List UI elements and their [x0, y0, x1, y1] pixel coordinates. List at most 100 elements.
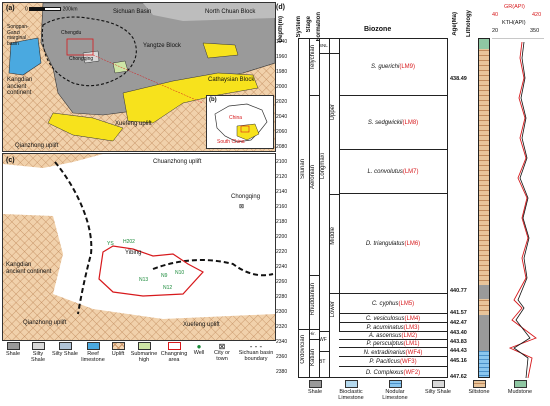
region-north-chuan: North Chuan Block [205, 9, 256, 15]
china-outline [214, 103, 268, 143]
region-kangdian-c: Kangdian ancient continent [6, 262, 52, 275]
depth-tick: 2160 [276, 204, 288, 210]
sub-lower: Lower [330, 301, 336, 318]
legend-item: Bioclastic Limestone [332, 380, 370, 401]
stage-rhuddanian-cell: Rhuddanian [309, 275, 319, 330]
city-yibing: Yibing [125, 250, 142, 256]
depth-tick: 2280 [276, 294, 288, 300]
depth-tick: 2040 [276, 114, 288, 120]
legend-item: Submarine high [130, 342, 158, 363]
depth-tick: 2200 [276, 234, 288, 240]
biozone-lm4: C. vesiculosus (LM4) [339, 313, 447, 323]
lithology-column [478, 38, 490, 378]
depth-tick: 2220 [276, 249, 288, 255]
legend-item: Nodular Limestone [376, 380, 414, 401]
region-xuefeng-c: Xuefeng uplift [183, 322, 220, 328]
header-system: System [296, 16, 302, 38]
well-label: H202 [123, 239, 135, 245]
panel-c-map [3, 154, 275, 340]
biozone-lm6: D. triangulatus (LM6) [339, 193, 447, 294]
legend-item: Silty Shale [26, 342, 50, 363]
sub-middle: Middle [330, 227, 336, 245]
age-label: 443.83 [450, 339, 467, 345]
sub-upper-cell: Upper [329, 53, 339, 195]
system-silurian: Silurian [300, 159, 306, 180]
header-gr-min: 40 [492, 12, 499, 18]
biozone-col: S. guerichi (LM9) S. sedgwickii (LM8) L. c… [339, 39, 447, 377]
biozone-lm8: S. sedgwickii (LM8) [339, 95, 447, 150]
formation-wf: WF [319, 337, 327, 343]
age-label: 447.62 [450, 374, 467, 380]
scale-zero: 0 [25, 6, 28, 13]
depth-tick: 2120 [276, 174, 288, 180]
biozone-wf4: N. extradinarius (WF4) [339, 347, 447, 357]
legend-item: Uplift [108, 342, 128, 357]
well-label: YS [107, 241, 114, 247]
depth-tick: 2080 [276, 144, 288, 150]
strat-table: Silurian Ordovician Telychian Aeronian R… [298, 38, 448, 378]
legend-item: Changning area [160, 342, 188, 363]
biozone-lm2: A. ascensus (LM2) [339, 331, 447, 340]
panel-d-label: (d) [276, 4, 285, 11]
legend-item: ⊠ City or town [214, 342, 230, 362]
panel-b-label: (b) [209, 97, 217, 103]
header-gr-max: 420 [532, 12, 542, 18]
biozone-lm5: C. cyphus (LM5) [339, 293, 447, 314]
header-kth-max: 350 [530, 28, 540, 34]
city-chengdu: Chengdu [61, 30, 82, 36]
region-xuefeng: Xuefeng uplift [115, 121, 152, 127]
legend-item: ● Well [193, 342, 205, 356]
depth-tick: 2240 [276, 264, 288, 270]
region-cathaysian: Cathaysian Block [208, 77, 255, 83]
depth-tick: 2340 [276, 339, 288, 345]
formation-snl-cell: SNL [319, 39, 329, 54]
city-marker: ⊠ [239, 204, 245, 210]
depth-tick: 2180 [276, 219, 288, 225]
age-label: 440.77 [450, 288, 467, 294]
legend-item: Shale [2, 342, 24, 357]
legend-item: - - - Sichuan basin boundary [238, 342, 274, 362]
legend-item: Reef limestone [80, 342, 106, 363]
region-songpan: Songpan-Ganzi marginal basin [7, 24, 29, 47]
stage-aeronian-cell: Aeronian [309, 95, 319, 276]
header-lithology: Lithology [466, 10, 472, 37]
header-gr: GR(API) [504, 4, 525, 10]
stage-rhuddanian: Rhuddanian [310, 283, 316, 316]
biozone-lm3: P. acuminatus (LM3) [339, 322, 447, 332]
system-ordovician: Ordovician [300, 335, 306, 364]
age-label: 438.49 [450, 76, 467, 82]
depth-tick: 1960 [276, 54, 288, 60]
lithology-legend: Shale Bioclastic Limestone Nodular Limes… [304, 380, 544, 402]
panel-a: (a) 0 200km Sichuan Basin North Chuan Bl… [2, 2, 276, 152]
age-label: 441.57 [450, 310, 467, 316]
formation-col: SNL Longmaxi WF BT [319, 39, 330, 377]
region-yangtze: Yangtze Block [143, 43, 181, 49]
panel-d: (d) Depth(m) System Stage Formation Bioz… [276, 2, 548, 404]
depth-tick: 2300 [276, 309, 288, 315]
depth-tick: 2020 [276, 99, 288, 105]
stage-telychian-cell: Telychian [309, 39, 319, 96]
depth-tick: 1980 [276, 69, 288, 75]
formation-snl: SNL [319, 43, 328, 48]
biozone-wf3: P. Pacificus (WF3) [339, 356, 447, 367]
panel-b: (b) China South China [206, 95, 274, 149]
panel-c: (c) Chuanzhong uplift Chongqing ⊠ Yibing… [2, 153, 276, 341]
header-kth: KTH(API) [502, 20, 526, 26]
legend-item: Mudstone [504, 380, 536, 395]
scale-label: 200km [62, 6, 78, 13]
biozone-wf2: D. Complexus (WF2) [339, 366, 447, 378]
depth-tick: 2060 [276, 129, 288, 135]
header-age: Age(Ma) [452, 12, 458, 36]
well-label: N9 [161, 273, 168, 279]
stage-katian: Katian [310, 349, 316, 367]
age-label: 442.47 [450, 320, 467, 326]
depth-tick: 2000 [276, 84, 288, 90]
legend-item: Silty Shale [422, 380, 454, 395]
region-kangdian: Kangdian ancient continent [7, 77, 33, 97]
age-label: 444.43 [450, 348, 467, 354]
formation-longmaxi-cell: Longmaxi [319, 53, 329, 332]
depth-axis: 1940 1960 1980 2000 2020 2040 2060 2080 … [276, 39, 299, 378]
well-label: N10 [175, 270, 185, 276]
stage-telychian: Telychian [310, 45, 316, 71]
system-silurian-cell: Silurian [299, 39, 309, 330]
